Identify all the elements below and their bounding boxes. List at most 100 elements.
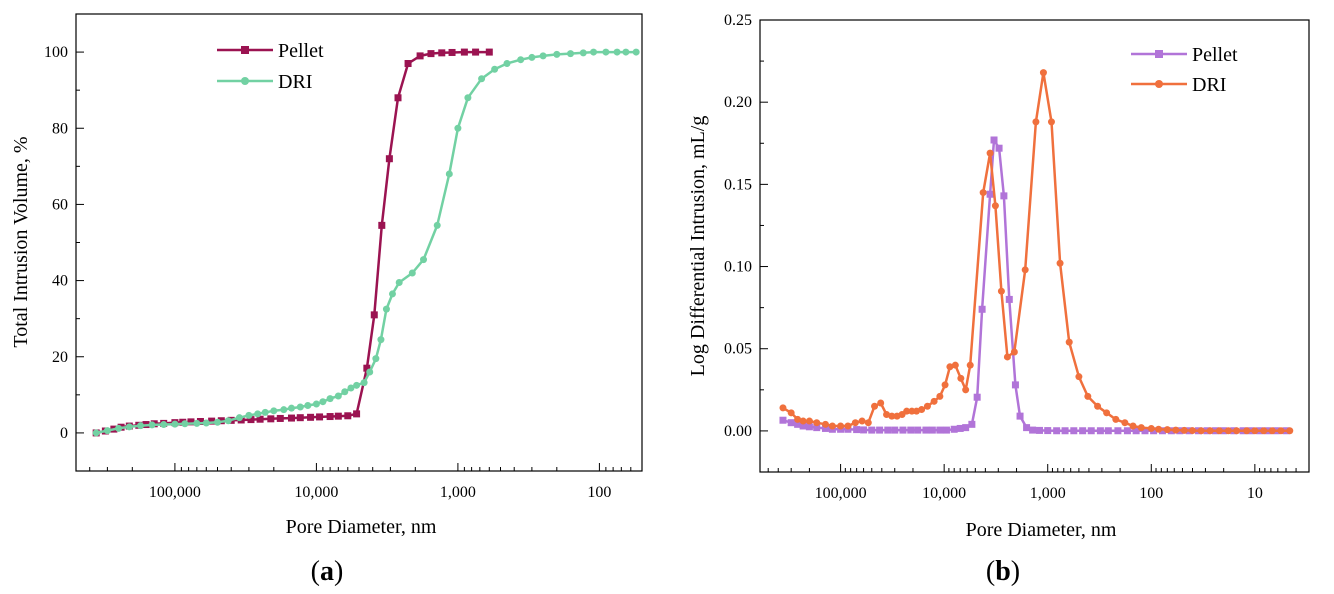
data-point <box>1114 427 1122 435</box>
data-point <box>957 374 965 382</box>
panel-a-legend: Pellet DRI <box>217 40 324 93</box>
data-point <box>787 409 795 417</box>
data-point <box>276 414 284 422</box>
y-tick-label: 0 <box>60 425 68 442</box>
data-point <box>1206 427 1214 435</box>
data-point <box>256 415 264 423</box>
data-point <box>1268 427 1276 435</box>
data-point <box>950 425 958 433</box>
data-point <box>517 56 525 64</box>
data-point <box>613 48 621 56</box>
data-point <box>907 426 915 434</box>
data-point <box>1065 338 1073 346</box>
data-point <box>986 190 994 198</box>
data-point <box>472 48 480 56</box>
x-tick-label: 100,000 <box>149 484 201 501</box>
data-point <box>1023 424 1031 432</box>
data-point <box>799 422 807 430</box>
data-point <box>491 65 499 73</box>
data-point <box>973 393 981 401</box>
data-point <box>137 422 145 430</box>
data-point <box>193 419 201 427</box>
data-point <box>1112 415 1120 423</box>
panel-b-y-axis-title: Log Differential Intrusion, mL/g <box>687 116 709 377</box>
data-point <box>92 429 100 437</box>
data-point <box>214 418 221 426</box>
legend-label-pellet: Pellet <box>1192 44 1238 66</box>
data-point <box>1032 118 1040 126</box>
data-point <box>922 426 930 434</box>
data-point <box>382 305 390 313</box>
data-point <box>928 426 936 434</box>
panel-a-label: (a) <box>311 556 344 587</box>
data-point <box>1016 412 1024 420</box>
data-point <box>1260 427 1268 435</box>
data-point <box>270 407 278 415</box>
data-point <box>366 368 374 376</box>
data-point <box>1137 424 1145 432</box>
data-point <box>871 402 879 410</box>
data-point <box>579 49 587 57</box>
data-point <box>1011 381 1019 389</box>
data-point <box>377 336 385 344</box>
data-point <box>539 52 547 60</box>
data-point <box>962 386 970 394</box>
legend-marker-dri <box>1155 80 1163 88</box>
data-point <box>936 392 944 400</box>
legend-marker-pellet <box>241 46 249 54</box>
data-point <box>1129 422 1137 430</box>
y-tick-label: 0.05 <box>724 341 752 358</box>
x-tick-label: 1,000 <box>440 484 476 501</box>
data-point <box>990 136 998 144</box>
data-point <box>307 413 315 421</box>
data-point <box>427 50 435 58</box>
y-tick-label: 80 <box>52 120 68 137</box>
data-point <box>805 417 813 425</box>
panel-b-ticks: 100,000 10,000 1,000 100 10 0.00 0.05 0.10 0.15 0… <box>724 12 1310 502</box>
y-tick-label: 20 <box>52 349 68 366</box>
data-point <box>622 48 630 56</box>
data-point <box>334 412 342 420</box>
data-point <box>794 420 802 428</box>
data-point <box>247 416 255 424</box>
data-point <box>632 48 640 56</box>
data-point <box>187 418 195 426</box>
data-point <box>312 400 320 408</box>
data-point <box>485 48 493 56</box>
data-point <box>1215 427 1223 435</box>
data-point <box>235 414 243 422</box>
data-point <box>378 221 386 229</box>
data-point <box>1141 427 1149 435</box>
y-tick-label: 0.00 <box>724 423 752 440</box>
data-point <box>171 420 179 428</box>
data-point <box>951 361 959 369</box>
data-point <box>858 417 866 425</box>
data-point <box>224 417 232 425</box>
data-point <box>1070 427 1078 435</box>
data-point <box>334 392 342 400</box>
y-tick-label: 0.20 <box>724 94 752 111</box>
data-point <box>1075 373 1083 381</box>
data-point <box>1104 427 1112 435</box>
x-tick-label: 1,000 <box>1030 485 1066 502</box>
data-point <box>1147 424 1155 432</box>
data-point <box>794 415 802 423</box>
data-point <box>280 406 288 414</box>
data-point <box>1053 427 1061 435</box>
data-point <box>821 424 829 432</box>
data-point <box>853 426 861 434</box>
x-tick-label: 100,000 <box>815 485 867 502</box>
data-point <box>946 363 954 371</box>
data-point <box>296 414 304 422</box>
data-point <box>567 50 575 58</box>
data-point <box>1036 426 1044 434</box>
data-point <box>326 413 334 421</box>
data-point <box>877 399 885 407</box>
x-tick-label: 100 <box>1139 485 1163 502</box>
x-tick-label: 100 <box>587 484 611 501</box>
data-point <box>353 381 361 389</box>
data-point <box>956 424 964 432</box>
data-point <box>868 426 876 434</box>
data-point <box>903 407 911 415</box>
data-point <box>408 269 416 277</box>
